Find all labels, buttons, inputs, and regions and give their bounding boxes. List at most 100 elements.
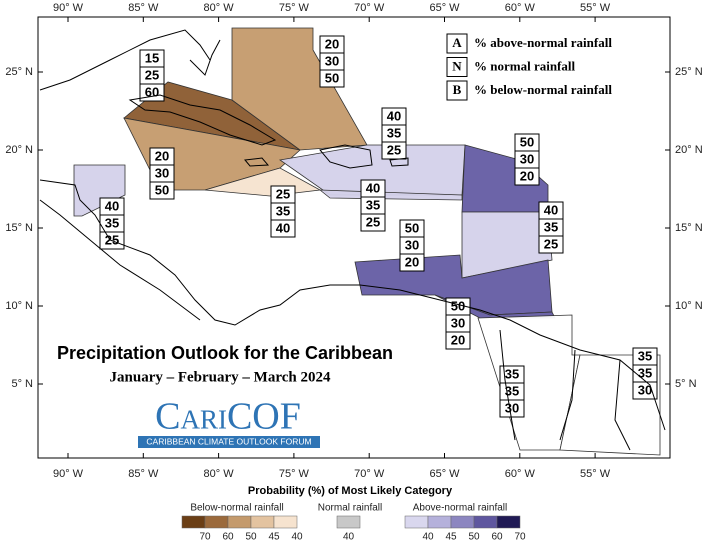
longitude-label: 70° W xyxy=(354,468,385,480)
probability-value: 20 xyxy=(155,148,169,163)
legend-value: 45 xyxy=(445,532,457,542)
probability-value: 35 xyxy=(366,197,380,212)
key: A % above-normal rainfall N % normal rainfa… xyxy=(446,33,612,101)
logo: CariCOF xyxy=(155,396,301,438)
latitude-label: 20° N xyxy=(675,144,703,156)
longitude-label: 70° W xyxy=(354,2,385,14)
key-box xyxy=(446,57,468,77)
key-text: % above-normal rainfall xyxy=(474,35,612,50)
legend-value: 50 xyxy=(245,532,257,542)
region xyxy=(318,189,463,201)
probability-value: 35 xyxy=(544,219,558,234)
probability-value: 20 xyxy=(520,168,534,183)
longitude-label: 55° W xyxy=(580,468,611,480)
region xyxy=(461,144,549,213)
legend-value: 45 xyxy=(268,532,280,542)
longitude-label: 75° W xyxy=(279,468,310,480)
key-text: % normal rainfall xyxy=(474,58,575,73)
probability-value: 40 xyxy=(366,180,380,195)
probability-value: 35 xyxy=(638,365,652,380)
latitude-label: 20° N xyxy=(5,144,33,156)
legend-swatch xyxy=(250,515,275,529)
latitude-label: 10° N xyxy=(675,300,703,312)
latitude-label: 25° N xyxy=(675,66,703,78)
probability-value: 50 xyxy=(451,298,465,313)
legend-swatch xyxy=(204,515,229,529)
probability-value: 35 xyxy=(387,125,401,140)
longitude-label: 65° W xyxy=(429,2,460,14)
probability-box xyxy=(538,235,564,254)
legend-value: 60 xyxy=(222,532,234,542)
longitude-label: 90° W xyxy=(53,468,84,480)
map-subtitle: January – February – March 2024 xyxy=(110,369,331,385)
probability-box xyxy=(445,331,471,350)
legend-swatch xyxy=(427,515,452,529)
key-letter: B xyxy=(453,82,462,97)
key-text: % below-normal rainfall xyxy=(474,82,612,97)
key-box xyxy=(446,33,468,54)
key-box xyxy=(446,80,468,101)
legend-value: 60 xyxy=(491,532,503,542)
legend-swatch xyxy=(450,515,475,529)
probability-value: 35 xyxy=(505,383,519,398)
probability-value: 40 xyxy=(105,198,119,213)
probability-box xyxy=(499,399,525,418)
legend-group-label: Below-normal rainfall xyxy=(190,503,283,514)
probability-value: 30 xyxy=(505,400,519,415)
probability-value: 30 xyxy=(325,53,339,68)
probability-value: 20 xyxy=(325,36,339,51)
legend-swatch xyxy=(227,515,252,529)
probability-box xyxy=(399,253,425,272)
legend-swatch xyxy=(404,515,429,529)
key-letter: N xyxy=(452,58,462,73)
probability-value: 15 xyxy=(145,50,159,65)
longitude-label: 60° W xyxy=(505,2,536,14)
legend-swatch xyxy=(273,515,298,529)
probability-value: 30 xyxy=(520,151,534,166)
legend-group-label: Normal rainfall xyxy=(318,503,382,514)
probability-value: 30 xyxy=(155,165,169,180)
legend-swatch xyxy=(181,515,206,529)
probability-value: 35 xyxy=(638,348,652,363)
longitude-label: 90° W xyxy=(53,2,84,14)
probability-box xyxy=(632,381,658,400)
probability-value: 35 xyxy=(505,366,519,381)
probability-box xyxy=(319,69,345,88)
probability-value: 30 xyxy=(451,315,465,330)
longitude-label: 75° W xyxy=(279,2,310,14)
probability-value: 25 xyxy=(366,214,380,229)
probability-box xyxy=(381,141,407,160)
latitude-label: 15° N xyxy=(5,222,33,234)
graticule: 90° W 90° W 85° W 85° W 80° W 80° W 75° W 75° W… xyxy=(5,2,702,480)
legend-swatch xyxy=(336,515,361,529)
probability-value: 40 xyxy=(387,108,401,123)
probability-value: 20 xyxy=(405,254,419,269)
probability-box xyxy=(514,167,540,186)
longitude-label: 60° W xyxy=(505,468,536,480)
legend-value: 70 xyxy=(199,532,211,542)
legend-value: 50 xyxy=(468,532,480,542)
legend-title: Probability (%) of Most Likely Category xyxy=(248,485,453,497)
longitude-label: 85° W xyxy=(128,2,159,14)
probability-value: 50 xyxy=(405,220,419,235)
map-title: Precipitation Outlook for the Caribbean xyxy=(57,343,393,363)
longitude-label: 55° W xyxy=(580,2,611,14)
latitude-label: 5° N xyxy=(675,378,697,390)
legend-value: 40 xyxy=(422,532,434,542)
logo-bar xyxy=(138,436,320,448)
probability-value: 30 xyxy=(405,237,419,252)
probability-value: 25 xyxy=(145,67,159,82)
legend: Below-normal rainfall 70 60 50 45 40 Normal ra… xyxy=(181,503,526,543)
probability-value: 25 xyxy=(544,236,558,251)
key-letter: A xyxy=(452,35,462,50)
probability-box xyxy=(139,83,165,102)
latitude-label: 25° N xyxy=(5,66,33,78)
probability-value: 40 xyxy=(544,202,558,217)
probability-value: 25 xyxy=(105,232,119,247)
probability-value: 25 xyxy=(276,186,290,201)
probability-box xyxy=(270,219,296,238)
longitude-label: 80° W xyxy=(204,468,235,480)
probability-value: 20 xyxy=(451,332,465,347)
latitude-label: 5° N xyxy=(11,378,33,390)
